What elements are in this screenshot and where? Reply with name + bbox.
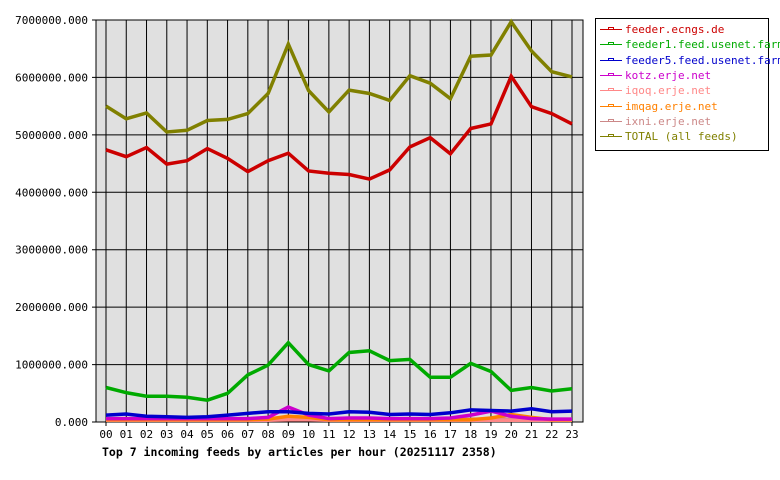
x-tick-label: 21 (525, 428, 538, 441)
x-tick-label: 14 (383, 428, 397, 441)
y-tick-label: 6000000.000 (15, 71, 88, 84)
legend-item: TOTAL (all feeds) (600, 129, 764, 144)
legend-label: feeder5.feed.usenet.farm (625, 53, 780, 67)
y-tick-label: 3000000.000 (15, 244, 88, 257)
x-tick-label: 12 (343, 428, 356, 441)
legend-label: TOTAL (all feeds) (625, 130, 738, 144)
legend-item: iqoq.erje.net (600, 83, 764, 98)
x-tick-label: 01 (120, 428, 133, 441)
x-tick-label: 17 (444, 428, 457, 441)
y-tick-label: 7000000.000 (15, 14, 88, 27)
x-tick-label: 10 (302, 428, 315, 441)
series-line (105, 18, 573, 134)
chart-title: Top 7 incoming feeds by articles per hou… (102, 445, 497, 459)
series-line (105, 72, 573, 181)
y-tick-label: 0.000 (55, 416, 88, 429)
x-tick-label: 13 (363, 428, 376, 441)
legend: feeder.ecngs.de feeder1.feed.usenet.farm… (595, 18, 780, 151)
series-line (105, 407, 573, 420)
legend-item: imqag.erje.net (600, 98, 764, 113)
y-tick-label: 2000000.000 (15, 301, 88, 314)
x-tick-label: 18 (464, 428, 477, 441)
legend-item: kotz.erje.net (600, 68, 764, 83)
legend-swatch-icon (600, 87, 622, 94)
series-line (105, 340, 573, 402)
x-tick-label: 19 (484, 428, 497, 441)
legend-swatch-icon (600, 26, 622, 33)
x-tick-label: 06 (221, 428, 234, 441)
legend-swatch-icon (600, 118, 622, 125)
x-tick-label: 20 (505, 428, 518, 441)
plot-area (95, 19, 584, 423)
x-tick-label: 00 (99, 428, 112, 441)
legend-swatch-icon (600, 103, 622, 110)
legend-swatch-icon (600, 57, 622, 64)
legend-item: feeder.ecngs.de (600, 22, 764, 37)
x-tick-label: 15 (403, 428, 416, 441)
y-axis-ticks: 0.000 1000000.000 2000000.000 3000000.000 40… (15, 14, 88, 429)
x-tick-label: 16 (424, 428, 437, 441)
x-tick-label: 09 (282, 428, 295, 441)
legend-label: feeder.ecngs.de (625, 23, 725, 37)
y-tick-label: 1000000.000 (15, 359, 88, 372)
legend-label: ixni.erje.net (625, 114, 712, 128)
series-lines (105, 18, 573, 423)
y-tick-label: 5000000.000 (15, 129, 88, 142)
legend-item: feeder5.feed.usenet.farm (600, 53, 780, 68)
x-tick-label: 05 (201, 428, 214, 441)
legend-item: ixni.erje.net (600, 114, 764, 129)
x-tick-label: 03 (160, 428, 173, 441)
legend-label: feeder1.feed.usenet.farm (625, 38, 780, 52)
legend-swatch-icon (600, 41, 622, 48)
x-tick-label: 02 (140, 428, 153, 441)
legend-item: feeder1.feed.usenet.farm (600, 37, 780, 52)
y-tick-label: 4000000.000 (15, 186, 88, 199)
x-tick-label: 07 (241, 428, 254, 441)
legend-label: iqoq.erje.net (625, 84, 712, 98)
x-axis-ticks: 00 01 02 03 04 05 06 07 08 09 10 11 12 13 14 15 16 17 18 19… (99, 428, 578, 441)
x-tick-label: 11 (322, 428, 335, 441)
x-tick-label: 08 (261, 428, 274, 441)
legend-label: kotz.erje.net (625, 69, 712, 83)
legend-label: imqag.erje.net (625, 99, 718, 113)
x-tick-label: 22 (545, 428, 558, 441)
x-tick-label: 04 (180, 428, 194, 441)
legend-swatch-icon (600, 133, 622, 140)
x-tick-label: 23 (565, 428, 578, 441)
legend-swatch-icon (600, 72, 622, 79)
